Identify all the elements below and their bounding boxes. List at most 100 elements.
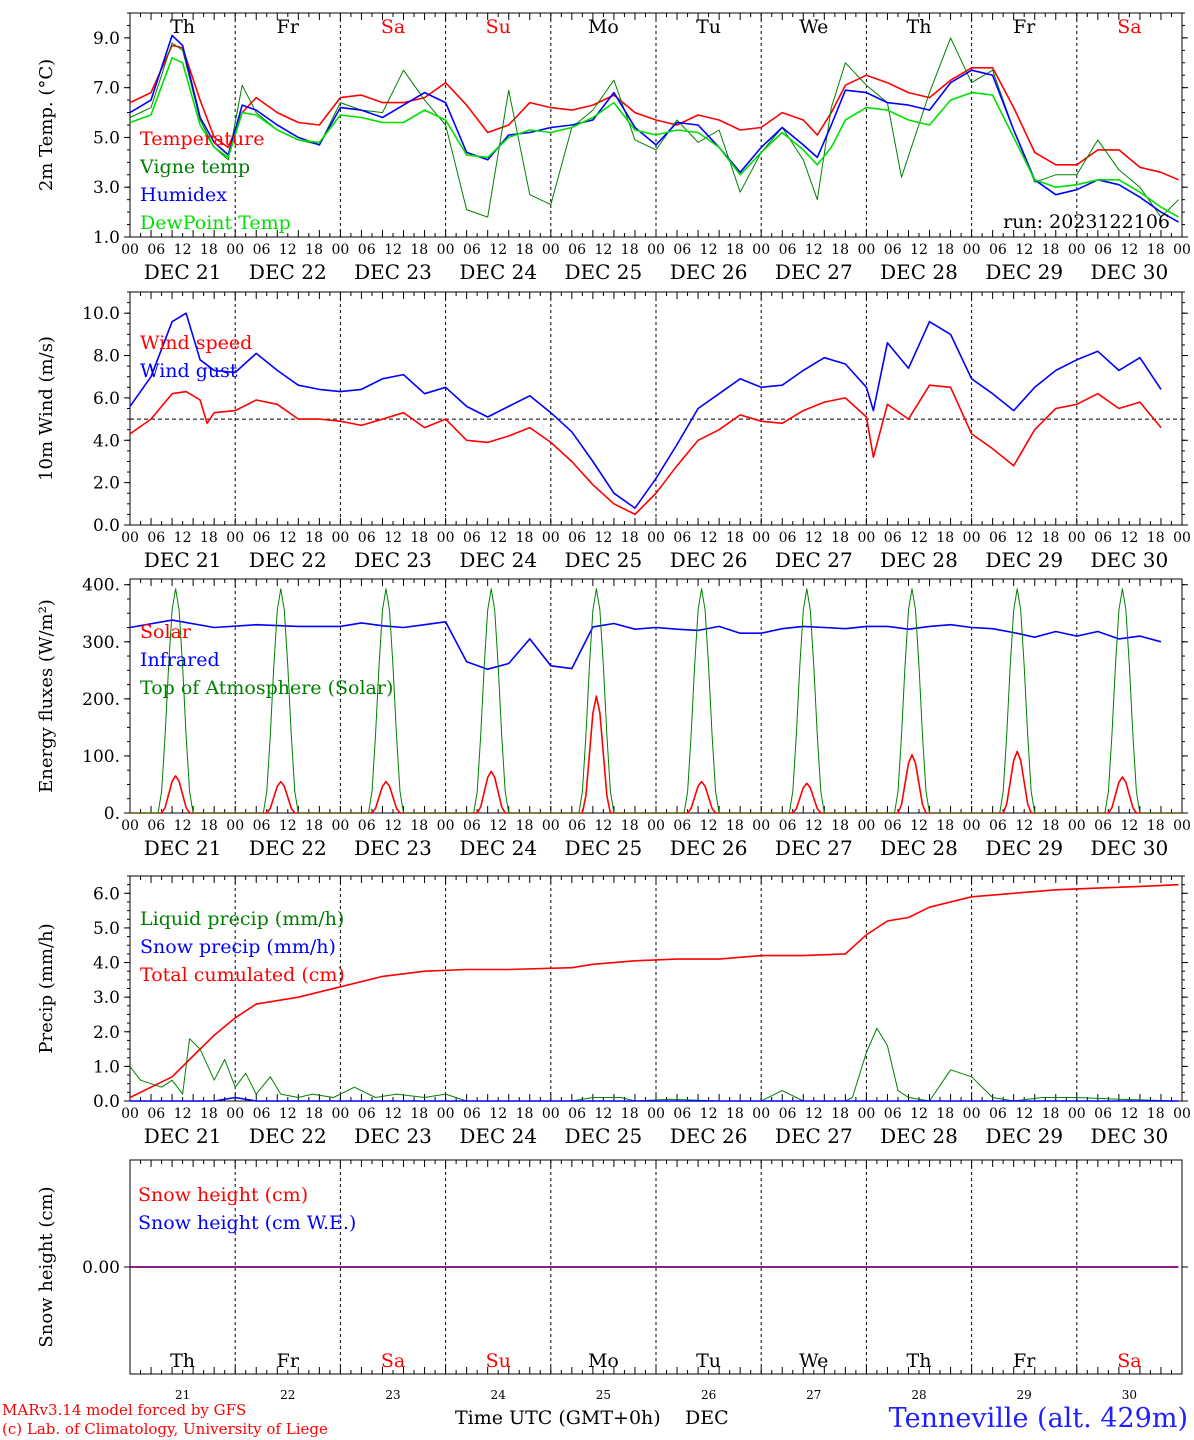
x-hour-label: 00: [1068, 530, 1086, 546]
weekday-label: We: [799, 1350, 828, 1372]
x-hour-label: 12: [700, 818, 718, 834]
y-tick-label: 5.0: [93, 128, 120, 148]
x-hour-label: 00: [963, 242, 981, 258]
x-hour-label: 18: [831, 530, 849, 546]
station-label: Tenneville (alt. 429m): [889, 1403, 1188, 1434]
x-hour-label: 06: [673, 530, 691, 546]
y-tick-label: 200.: [82, 690, 120, 710]
x-hour-label: 12: [174, 530, 192, 546]
x-date-label: DEC 30: [1091, 260, 1169, 284]
x-hour-label: 06: [884, 818, 902, 834]
x-hour-label: 18: [410, 818, 428, 834]
x-date-label: DEC 29: [985, 836, 1063, 860]
x-hour-label: 00: [857, 1106, 875, 1122]
weekday-label: Sa: [1117, 1350, 1141, 1372]
x-hour-label: 06: [568, 818, 586, 834]
legend-entry: Wind speed: [140, 332, 252, 354]
weekday-label: Tu: [696, 16, 721, 38]
weekday-label: Sa: [381, 16, 405, 38]
x-hour-label: 12: [384, 818, 402, 834]
x-axis-title: Time UTC (GMT+0h): [455, 1407, 661, 1429]
y-tick-label: 2.0: [93, 474, 120, 494]
x-hour-label: 00: [331, 1106, 349, 1122]
x-hour-label: 06: [358, 530, 376, 546]
x-hour-label: 12: [174, 242, 192, 258]
x-hour-label: 18: [726, 818, 744, 834]
x-hour-label: 00: [331, 242, 349, 258]
run-label: run: 2023122106: [1003, 211, 1170, 233]
weekday-label: Th: [170, 1350, 195, 1372]
x-hour-label: 06: [673, 1106, 691, 1122]
x-hour-label: 06: [673, 818, 691, 834]
x-hour-label: 12: [174, 1106, 192, 1122]
series-line-humidex: [129, 34, 1179, 223]
x-hour-label: 00: [1068, 818, 1086, 834]
x-hour-label: 12: [1015, 1106, 1033, 1122]
weekday-label: Fr: [277, 1350, 300, 1372]
x-date-label: DEC 22: [249, 548, 327, 572]
x-hour-label: 00: [437, 530, 455, 546]
x-hour-label: 06: [884, 242, 902, 258]
weekday-label: Th: [907, 16, 932, 38]
y-tick-label: 4.0: [93, 431, 120, 451]
y-tick-label: 1.0: [93, 228, 120, 248]
weekday-label: Sa: [1117, 16, 1141, 38]
x-hour-label: 00: [963, 1106, 981, 1122]
x-hour-label: 06: [779, 818, 797, 834]
series-line-vigne-temp: [129, 37, 1179, 218]
x-hour-label: 18: [305, 242, 323, 258]
x-hour-label: 18: [726, 530, 744, 546]
bottom-day-number: 21: [175, 1388, 190, 1402]
panel-1: 1.0 3.0 5.0 7.0 9.0 2m Temp. (°C) 00 06 12 18 DEC …: [36, 12, 1191, 284]
panel-5: 0.00 Snow height (cm) Th Fr Sa Su Mo Tu We Th Fr Sa…: [36, 1159, 1188, 1375]
x-hour-label: 06: [989, 1106, 1007, 1122]
x-date-label: DEC 25: [565, 836, 643, 860]
x-hour-label: 00: [647, 1106, 665, 1122]
x-date-label: DEC 23: [354, 548, 432, 572]
x-hour-label: 18: [1147, 818, 1165, 834]
x-hour-label: 00: [752, 242, 770, 258]
x-hour-label: 12: [489, 1106, 507, 1122]
bottom-day-number: 30: [1122, 1388, 1137, 1402]
x-hour-label: 18: [1147, 242, 1165, 258]
x-date-label: DEC 27: [775, 260, 853, 284]
x-date-label: DEC 23: [354, 1124, 432, 1148]
x-hour-label: 12: [805, 242, 823, 258]
x-date-label: DEC 27: [775, 836, 853, 860]
bottom-day-number: 25: [596, 1388, 611, 1402]
x-date-label: DEC 24: [459, 1124, 537, 1148]
x-hour-label: 18: [726, 1106, 744, 1122]
x-hour-label: 18: [936, 1106, 954, 1122]
bottom-day-number: 24: [491, 1388, 507, 1402]
x-hour-label: 12: [384, 242, 402, 258]
legend-entry: Wind gust: [140, 360, 238, 382]
x-hour-label: 06: [463, 242, 481, 258]
x-hour-label: 00: [1173, 1106, 1191, 1122]
legend-entry: Total cumulated (cm): [140, 964, 345, 986]
legend-entry: DewPoint Temp: [140, 212, 291, 234]
series-line-liquid-precip-mm-h: [129, 1027, 1179, 1102]
x-hour-label: 18: [621, 1106, 639, 1122]
x-hour-label: 12: [805, 1106, 823, 1122]
x-hour-label: 06: [989, 818, 1007, 834]
x-date-label: DEC 26: [670, 1124, 748, 1148]
x-hour-label: 00: [752, 1106, 770, 1122]
x-hour-label: 18: [831, 242, 849, 258]
x-hour-label: 06: [989, 530, 1007, 546]
y-tick-label: 6.0: [93, 389, 120, 409]
y-tick-label: 8.0: [93, 347, 120, 367]
x-hour-label: 00: [331, 818, 349, 834]
x-date-label: DEC 26: [670, 260, 748, 284]
x-hour-label: 06: [779, 530, 797, 546]
x-hour-label: 00: [542, 818, 560, 834]
x-hour-label: 00: [226, 530, 244, 546]
x-date-label: DEC 28: [880, 548, 958, 572]
x-hour-label: 18: [936, 818, 954, 834]
x-hour-label: 18: [726, 242, 744, 258]
x-hour-label: 18: [200, 530, 218, 546]
legend-entry: Snow height (cm): [138, 1184, 308, 1206]
legend-entry: Infrared: [140, 649, 220, 671]
x-hour-label: 06: [147, 818, 165, 834]
legend-entry: Snow precip (mm/h): [140, 936, 336, 958]
x-hour-label: 00: [857, 818, 875, 834]
